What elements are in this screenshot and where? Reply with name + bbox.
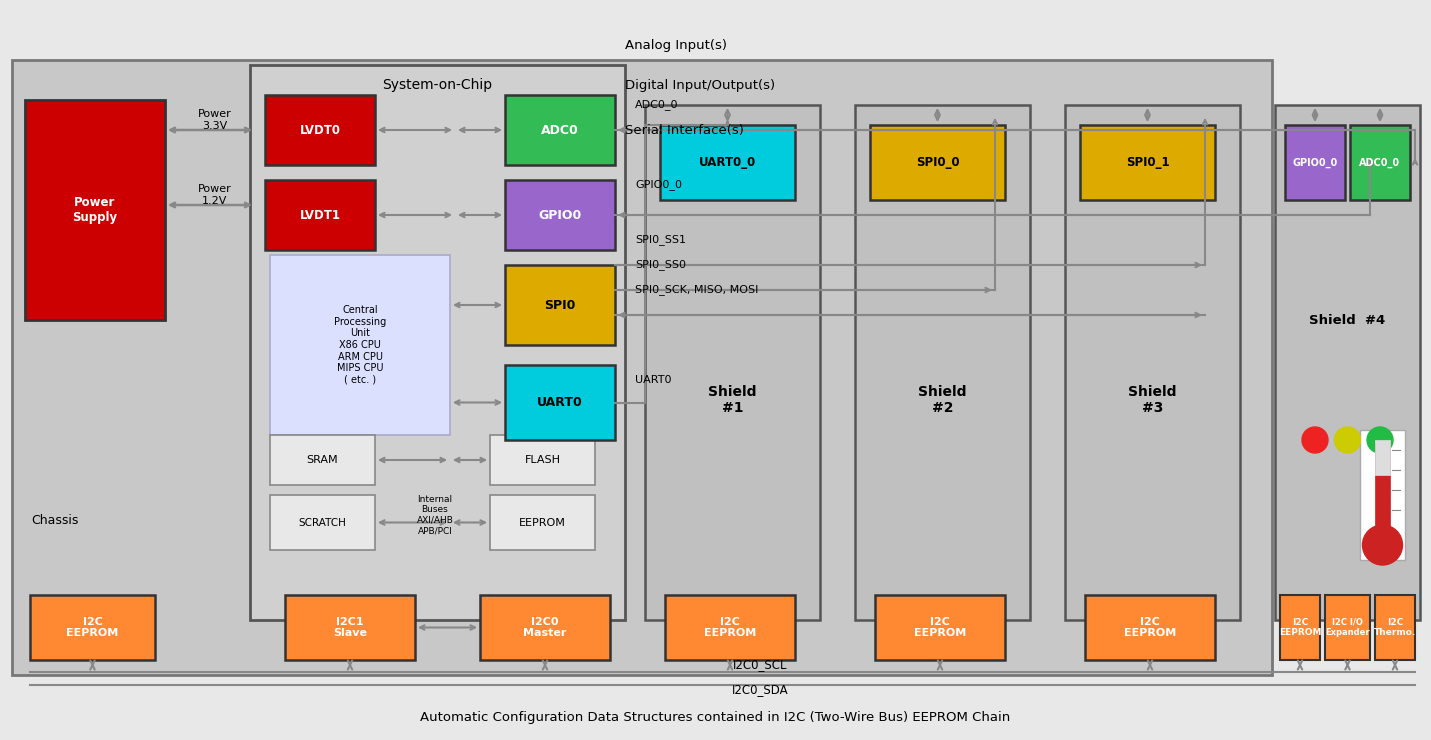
Text: I2C I/O
Expander: I2C I/O Expander [1325, 618, 1369, 637]
Text: Digital Input/Output(s): Digital Input/Output(s) [625, 78, 776, 92]
Text: UART0: UART0 [537, 396, 582, 409]
Bar [250, 65, 625, 620]
Text: I2C
EEPROM: I2C EEPROM [66, 616, 119, 639]
Text: Power
Supply: Power Supply [73, 196, 117, 224]
Text: I2C
Thermo.: I2C Thermo. [1374, 618, 1417, 637]
Text: I2C0
Master: I2C0 Master [524, 616, 567, 639]
Circle shape [1302, 427, 1328, 453]
Text: Shield  #4: Shield #4 [1309, 314, 1385, 326]
Circle shape [1367, 427, 1392, 453]
Text: I2C
EEPROM: I2C EEPROM [704, 616, 756, 639]
Text: Internal
Buses
AXI/AHB
APB/PCI: Internal Buses AXI/AHB APB/PCI [416, 495, 454, 535]
Text: I2C
EEPROM: I2C EEPROM [1279, 618, 1321, 637]
Bar [854, 105, 1030, 620]
Bar [1085, 595, 1215, 660]
Text: EEPROM: EEPROM [519, 517, 565, 528]
Bar [11, 60, 1272, 675]
Text: I2C
EEPROM: I2C EEPROM [914, 616, 966, 639]
Text: GPIO0_0: GPIO0_0 [1292, 158, 1338, 168]
Text: Central
Processing
Unit
X86 CPU
ARM CPU
MIPS CPU
( etc. ): Central Processing Unit X86 CPU ARM CPU … [333, 305, 386, 385]
Text: Chassis: Chassis [31, 514, 79, 526]
Bar [270, 495, 375, 550]
Text: I2C0_SDA: I2C0_SDA [731, 684, 788, 696]
Bar [1375, 445, 1390, 530]
Text: FLASH: FLASH [525, 455, 561, 465]
Bar [1275, 105, 1420, 620]
Text: Power
3.3V: Power 3.3V [197, 110, 232, 131]
Text: GPIO0: GPIO0 [538, 209, 581, 221]
Bar [665, 595, 796, 660]
Bar [30, 595, 155, 660]
Bar [489, 495, 595, 550]
Text: Shield
#2: Shield #2 [919, 385, 967, 415]
Bar [870, 125, 1005, 200]
Bar [479, 595, 610, 660]
Bar [874, 595, 1005, 660]
Text: SPI0_SCK, MISO, MOSI: SPI0_SCK, MISO, MOSI [635, 285, 758, 295]
Bar [505, 180, 615, 250]
Bar [270, 435, 375, 485]
Text: SRAM: SRAM [306, 455, 338, 465]
Circle shape [1362, 525, 1402, 565]
Text: ADC0_0: ADC0_0 [1359, 158, 1401, 168]
Text: UART0: UART0 [635, 375, 671, 385]
Text: SPI0_SS1: SPI0_SS1 [635, 235, 685, 246]
Text: SCRATCH: SCRATCH [299, 517, 346, 528]
Text: SPI0: SPI0 [544, 298, 575, 312]
Bar [1065, 105, 1241, 620]
Bar [505, 265, 615, 345]
Text: SPI0_1: SPI0_1 [1126, 156, 1169, 169]
Circle shape [1335, 427, 1361, 453]
Bar [660, 125, 796, 200]
Bar [1080, 125, 1215, 200]
Bar [505, 95, 615, 165]
Bar [1325, 595, 1369, 660]
Bar [489, 435, 595, 485]
Text: UART0_0: UART0_0 [698, 156, 756, 169]
Text: GPIO0_0: GPIO0_0 [635, 180, 683, 190]
Text: I2C1
Slave: I2C1 Slave [333, 616, 366, 639]
Bar [285, 595, 415, 660]
Text: Serial Interface(s): Serial Interface(s) [625, 124, 744, 136]
Bar [1279, 595, 1319, 660]
Bar [270, 255, 449, 435]
Text: Power
1.2V: Power 1.2V [197, 184, 232, 206]
Text: Shield
#3: Shield #3 [1128, 385, 1176, 415]
Text: SPI0_0: SPI0_0 [916, 156, 959, 169]
Bar [24, 100, 165, 320]
Text: I2C0_SCL: I2C0_SCL [733, 659, 787, 671]
Bar [1359, 430, 1405, 560]
Text: LVDT0: LVDT0 [299, 124, 341, 136]
Bar [1375, 440, 1390, 475]
Text: ADC0_0: ADC0_0 [635, 100, 678, 110]
Bar [265, 180, 375, 250]
Text: Analog Input(s): Analog Input(s) [625, 38, 727, 52]
Bar [1349, 125, 1410, 200]
Text: Automatic Configuration Data Structures contained in I2C (Two-Wire Bus) EEPROM C: Automatic Configuration Data Structures … [419, 711, 1010, 724]
Text: LVDT1: LVDT1 [299, 209, 341, 221]
Text: ADC0: ADC0 [541, 124, 580, 136]
Bar [265, 95, 375, 165]
Bar [1285, 125, 1345, 200]
Text: Shield
#1: Shield #1 [708, 385, 757, 415]
Text: SPI0_SS0: SPI0_SS0 [635, 260, 685, 270]
Bar [505, 365, 615, 440]
Text: System-on-Chip: System-on-Chip [382, 78, 492, 92]
Bar [645, 105, 820, 620]
Text: I2C
EEPROM: I2C EEPROM [1123, 616, 1176, 639]
Bar [1375, 595, 1415, 660]
